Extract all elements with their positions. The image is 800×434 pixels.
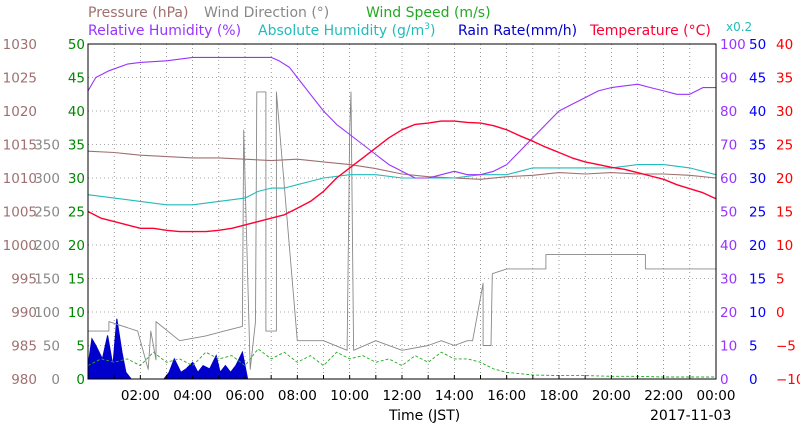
wind-speed-tick-label: 20 (68, 238, 85, 254)
wind-direction-tick-label: 300 (34, 171, 60, 187)
temperature-tick-label: 0 (776, 305, 785, 321)
rain-rate-tick-label: 40 (749, 104, 766, 120)
rain-rate-tick-label: 30 (749, 171, 766, 187)
pressure-tick-label: 1005 (3, 205, 37, 221)
grid-lines (88, 44, 716, 379)
x-tick-label: 06:00 (226, 388, 265, 404)
humidity-tick-label: 80 (720, 104, 737, 120)
wind-speed-tick-label: 0 (76, 372, 85, 388)
temperature-tick-label: 40 (776, 37, 793, 53)
rain-rate-tick-label: 20 (749, 238, 766, 254)
legend-temperature: Temperature (°C) (589, 23, 711, 39)
rain-rate-tick-label: 15 (749, 272, 766, 288)
temperature-tick-label: 15 (776, 205, 793, 221)
x-tick-label: 22:00 (644, 388, 683, 404)
axis-ticks: 02:00 04:00 06:00 08:00 10:00 12:00 14:00 16:00… (3, 37, 800, 404)
legend-wind-speed: Wind Speed (m/s) (366, 5, 491, 21)
pressure-tick-label: 1030 (3, 37, 37, 53)
humidity-tick-label: 50 (720, 205, 737, 221)
wind-direction-tick-label: 150 (34, 272, 60, 288)
temperature-tick-label: 25 (776, 138, 793, 154)
date-label: 2017-11-03 (650, 408, 731, 424)
wind-speed-tick-label: 50 (68, 37, 85, 53)
humidity-tick-label: 60 (720, 171, 737, 187)
pressure-tick-label: 985 (11, 339, 37, 355)
pressure-tick-label: 995 (11, 272, 37, 288)
series-relative-humidity (87, 56, 716, 179)
wind-speed-tick-label: 40 (68, 104, 85, 120)
rain-rate-tick-label: 50 (749, 37, 766, 53)
wind-speed-tick-label: 5 (76, 339, 85, 355)
rain-rate-tick-label: 5 (749, 339, 758, 355)
series-pressure (87, 150, 717, 180)
pressure-tick-label: 1020 (3, 104, 37, 120)
rain-rate-tick-label: 0 (749, 372, 758, 388)
pressure-tick-label: 990 (11, 305, 37, 321)
wind-direction-tick-label: 200 (34, 238, 60, 254)
temperature-tick-label: −10 (776, 372, 800, 388)
temperature-tick-label: 20 (776, 171, 793, 187)
x-tick-label: 20:00 (592, 388, 631, 404)
x-axis-label: Time (JST) (388, 408, 460, 424)
rain-rate-tick-label: 25 (749, 205, 766, 221)
humidity-tick-label: 20 (720, 305, 737, 321)
wind-speed-tick-label: 45 (68, 71, 85, 87)
x-tick-label: 02:00 (121, 388, 160, 404)
x-tick-label: 12:00 (383, 388, 422, 404)
wind-speed-tick-label: 30 (68, 171, 85, 187)
legend-pressure: Pressure (hPa) (88, 5, 188, 21)
x-tick-label: 08:00 (278, 388, 317, 404)
temperature-tick-label: 5 (776, 272, 785, 288)
pressure-tick-label: 1000 (3, 238, 37, 254)
humidity-tick-label: 40 (720, 238, 737, 254)
rain-rate-tick-label: 45 (749, 71, 766, 87)
x-tick-label: 10:00 (330, 388, 369, 404)
wind-direction-tick-label: 50 (43, 339, 60, 355)
humidity-tick-label: 10 (720, 339, 737, 355)
x-tick-label: 18:00 (540, 388, 579, 404)
series-wind-direction (88, 91, 716, 370)
legend-absolute-humidity: Absolute Humidity (g/m3) (258, 22, 435, 39)
legend-rain-rate: Rain Rate(mm/h) (458, 23, 577, 39)
rain-rate-tick-label: 35 (749, 138, 766, 154)
wind-direction-tick-label: 350 (34, 138, 60, 154)
humidity-tick-label: 100 (720, 37, 746, 53)
legend-absolute-humidity-label: Absolute Humidity (g/m (258, 23, 424, 39)
legend-absolute-humidity-end: ) (430, 23, 435, 39)
wind-direction-tick-label: 0 (51, 372, 60, 388)
wind-speed-tick-label: 25 (68, 205, 85, 221)
temperature-tick-label: 10 (776, 238, 793, 254)
legend-wind-direction: Wind Direction (°) (204, 5, 329, 21)
wind-speed-tick-label: 10 (68, 305, 85, 321)
temperature-tick-label: 35 (776, 71, 793, 87)
series-rain-rate (87, 318, 376, 380)
legend-scale-note: x0.2 (726, 20, 752, 34)
x-tick-label: 04:00 (173, 388, 212, 404)
wind-direction-tick-label: 250 (34, 205, 60, 221)
humidity-tick-label: 90 (720, 71, 737, 87)
series-wind-speed (87, 348, 716, 378)
series-temperature (87, 120, 717, 233)
series-layer (87, 56, 717, 380)
humidity-tick-label: 0 (720, 372, 729, 388)
wind-speed-tick-label: 15 (68, 272, 85, 288)
legend-absolute-humidity-sup: 3 (424, 22, 430, 32)
pressure-tick-label: 1010 (3, 171, 37, 187)
pressure-tick-label: 1025 (3, 71, 37, 87)
x-tick-label: 14:00 (435, 388, 474, 404)
temperature-tick-label: −5 (776, 339, 796, 355)
wind-speed-tick-label: 35 (68, 138, 85, 154)
temperature-tick-label: 30 (776, 104, 793, 120)
series-absolute-humidity (87, 164, 717, 206)
legend-relative-humidity: Relative Humidity (%) (88, 23, 241, 39)
humidity-tick-label: 70 (720, 138, 737, 154)
x-tick-label: 16:00 (487, 388, 526, 404)
x-tick-label: 00:00 (697, 388, 736, 404)
pressure-tick-label: 1015 (3, 138, 37, 154)
wind-direction-tick-label: 100 (34, 305, 60, 321)
humidity-tick-label: 30 (720, 272, 737, 288)
pressure-tick-label: 980 (11, 372, 37, 388)
rain-rate-tick-label: 10 (749, 305, 766, 321)
